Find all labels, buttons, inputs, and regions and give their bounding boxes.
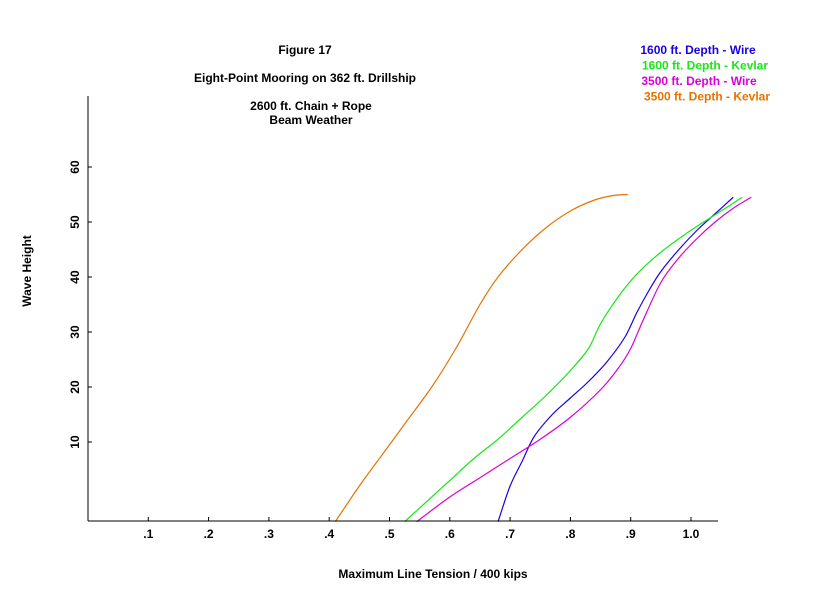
y-tick-label: 60 — [68, 160, 82, 174]
plot-area — [334, 193, 752, 523]
x-axis-ticks: .1 .2 .3 .4 .5 .6 .7 .8 .9 1.0 — [143, 517, 700, 541]
y-tick-label: 40 — [68, 270, 82, 284]
y-tick-label: 10 — [68, 435, 82, 449]
x-tick-label: .3 — [264, 527, 274, 541]
y-axis-label: Wave Height — [20, 235, 34, 307]
x-tick-label: .5 — [384, 527, 394, 541]
legend-entry-2: 1600 ft. Depth - Kevlar — [642, 59, 768, 73]
series-line-3 — [416, 196, 752, 523]
legend-entry-1: 1600 ft. Depth - Wire — [640, 43, 756, 57]
series-line-2 — [404, 196, 743, 523]
series-line-4 — [334, 193, 628, 523]
chart-annotation-line-2: Beam Weather — [269, 113, 352, 127]
x-tick-label: .8 — [565, 527, 575, 541]
y-tick-label: 30 — [68, 325, 82, 339]
chart-annotation-line-1: 2600 ft. Chain + Rope — [250, 99, 372, 113]
x-tick-label: .4 — [324, 527, 334, 541]
x-axis-label: Maximum Line Tension / 400 kips — [338, 567, 527, 581]
y-tick-label: 20 — [68, 380, 82, 394]
legend: 1600 ft. Depth - Wire 1600 ft. Depth - Ke… — [640, 43, 770, 104]
legend-entry-4: 3500 ft. Depth - Kevlar — [644, 90, 770, 104]
x-tick-label: 1.0 — [683, 527, 700, 541]
x-tick-label: .9 — [626, 527, 636, 541]
x-tick-label: .1 — [143, 527, 153, 541]
x-tick-label: .6 — [445, 527, 455, 541]
chart-subtitle: Eight-Point Mooring on 362 ft. Drillship — [194, 71, 416, 85]
y-axis-ticks: 10 20 30 40 50 60 — [68, 160, 92, 449]
chart-title: Figure 17 — [278, 43, 332, 57]
legend-entry-3: 3500 ft. Depth - Wire — [641, 74, 757, 88]
x-tick-label: .7 — [505, 527, 515, 541]
x-tick-label: .2 — [204, 527, 214, 541]
series-line-1 — [497, 196, 734, 522]
y-tick-label: 50 — [68, 215, 82, 229]
